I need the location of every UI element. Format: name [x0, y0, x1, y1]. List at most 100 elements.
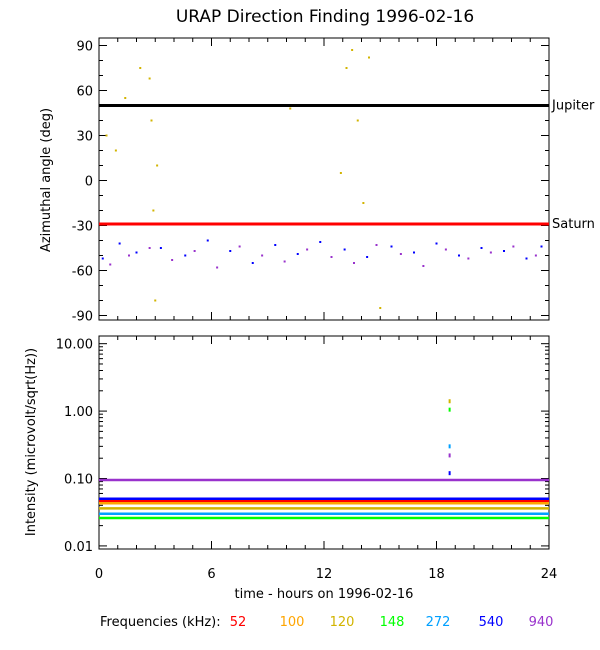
legend-item-940khz: 940 — [529, 615, 554, 630]
azimuth-plot-frame — [98, 37, 550, 321]
point-540khz — [251, 262, 254, 264]
point-540khz — [540, 245, 543, 248]
point-940khz — [148, 247, 151, 249]
point-120khz — [105, 134, 108, 137]
point-940khz — [306, 248, 309, 251]
azimuth-y-ticks: 90 60 30 0 -30 -60 -90 — [72, 40, 549, 325]
point-540khz — [206, 239, 209, 242]
point-120khz — [345, 67, 348, 69]
y-tick-label: -30 — [72, 220, 93, 235]
point-120khz — [154, 299, 157, 302]
point-120khz — [148, 77, 151, 80]
point-940khz — [171, 259, 174, 261]
y-tick-label: -60 — [72, 265, 93, 280]
point-120khz — [351, 49, 354, 51]
point-120khz — [356, 119, 359, 122]
point-540khz — [413, 251, 415, 254]
point-940khz — [238, 245, 241, 248]
legend-item-120khz: 120 — [330, 615, 355, 630]
point-120khz — [114, 149, 117, 152]
point-940khz — [128, 254, 130, 257]
point-540khz — [435, 242, 438, 245]
x-axis-ticks: 0 6 12 18 24 — [95, 38, 557, 582]
chart-title: URAP Direction Finding 1996-02-16 — [176, 7, 474, 27]
y-tick-label: 1.00 — [64, 405, 93, 420]
intensity-panel: 10.00 1.00 0.10 0.01 Intensity (microvolt/s… — [24, 335, 550, 555]
azimuth-y-label: Azimuthal angle (deg) — [39, 108, 54, 252]
point-940khz — [467, 257, 470, 260]
y-tick-label: 10.00 — [56, 338, 93, 353]
point-940khz — [353, 262, 355, 264]
reference-label-saturn: Saturn — [552, 217, 595, 232]
legend-item-148khz: 148 — [380, 615, 405, 630]
point-540khz — [135, 251, 138, 254]
point-120khz — [152, 209, 155, 212]
point-120khz — [379, 307, 382, 309]
point-940khz — [261, 254, 264, 257]
point-120khz — [139, 67, 142, 69]
intensity-y-label: Intensity (microvolt/sqrt(Hz)) — [24, 348, 39, 536]
azimuth-points — [101, 49, 543, 309]
legend-item-272khz: 272 — [426, 615, 451, 630]
point-120khz — [150, 119, 153, 122]
point-940khz — [216, 266, 219, 269]
point-540khz — [390, 245, 393, 248]
x-axis-label: time - hours on 1996-02-16 — [235, 587, 414, 602]
x-tick-label: 18 — [428, 567, 445, 582]
reference-label-jupiter: Jupiter — [551, 99, 595, 114]
point-540khz — [366, 256, 369, 258]
point-540khz — [229, 250, 232, 252]
point-540khz — [343, 248, 346, 251]
legend-item-52khz: 52 — [230, 615, 247, 630]
frequencies-label: Frequencies (kHz): — [100, 615, 221, 630]
x-tick-label: 24 — [541, 567, 558, 582]
y-tick-label: 60 — [76, 85, 93, 100]
burst-point — [448, 453, 451, 458]
point-540khz — [480, 247, 483, 249]
point-940khz — [489, 251, 492, 254]
burst-point — [448, 471, 451, 476]
y-tick-label: 90 — [76, 40, 93, 55]
intensity-y-ticks: 10.00 1.00 0.10 0.01 — [56, 338, 549, 555]
point-540khz — [525, 257, 528, 260]
point-120khz — [124, 97, 127, 99]
frequency-legend: Frequencies (kHz): 52 100 120 148 272 540 940 — [100, 615, 553, 630]
point-120khz — [289, 107, 292, 110]
point-540khz — [274, 244, 277, 246]
point-940khz — [109, 263, 112, 266]
point-940khz — [375, 244, 378, 246]
burst-point — [448, 407, 451, 412]
y-tick-label: 0 — [85, 175, 93, 190]
y-tick-label: 0.10 — [64, 473, 93, 488]
point-120khz — [339, 172, 342, 174]
point-120khz — [368, 56, 370, 59]
point-940khz — [444, 248, 447, 251]
legend-item-100khz: 100 — [280, 615, 305, 630]
point-540khz — [503, 250, 505, 252]
intensity-burst — [448, 399, 451, 476]
point-540khz — [458, 254, 460, 257]
point-940khz — [330, 256, 333, 258]
point-540khz — [101, 257, 104, 260]
x-tick-label: 6 — [207, 567, 215, 582]
point-540khz — [319, 241, 322, 243]
x-tick-label: 0 — [95, 567, 103, 582]
y-tick-label: 30 — [76, 130, 93, 145]
point-540khz — [296, 253, 299, 255]
point-120khz — [156, 164, 159, 167]
point-940khz — [193, 250, 196, 252]
point-540khz — [184, 254, 187, 257]
point-940khz — [422, 265, 425, 267]
y-tick-label: -90 — [72, 310, 93, 325]
point-940khz — [399, 253, 402, 255]
intensity-lines — [99, 478, 549, 520]
point-540khz — [118, 242, 121, 245]
reference-lines: Jupiter Saturn — [99, 99, 595, 232]
burst-point — [448, 399, 451, 404]
x-tick-label: 12 — [316, 567, 333, 582]
azimuth-panel: 90 60 30 0 -30 -60 -90 Jupiter Saturn Azimuthal… — [39, 37, 595, 325]
point-940khz — [534, 254, 537, 257]
point-940khz — [283, 260, 286, 263]
y-tick-label: 0.01 — [64, 540, 93, 555]
